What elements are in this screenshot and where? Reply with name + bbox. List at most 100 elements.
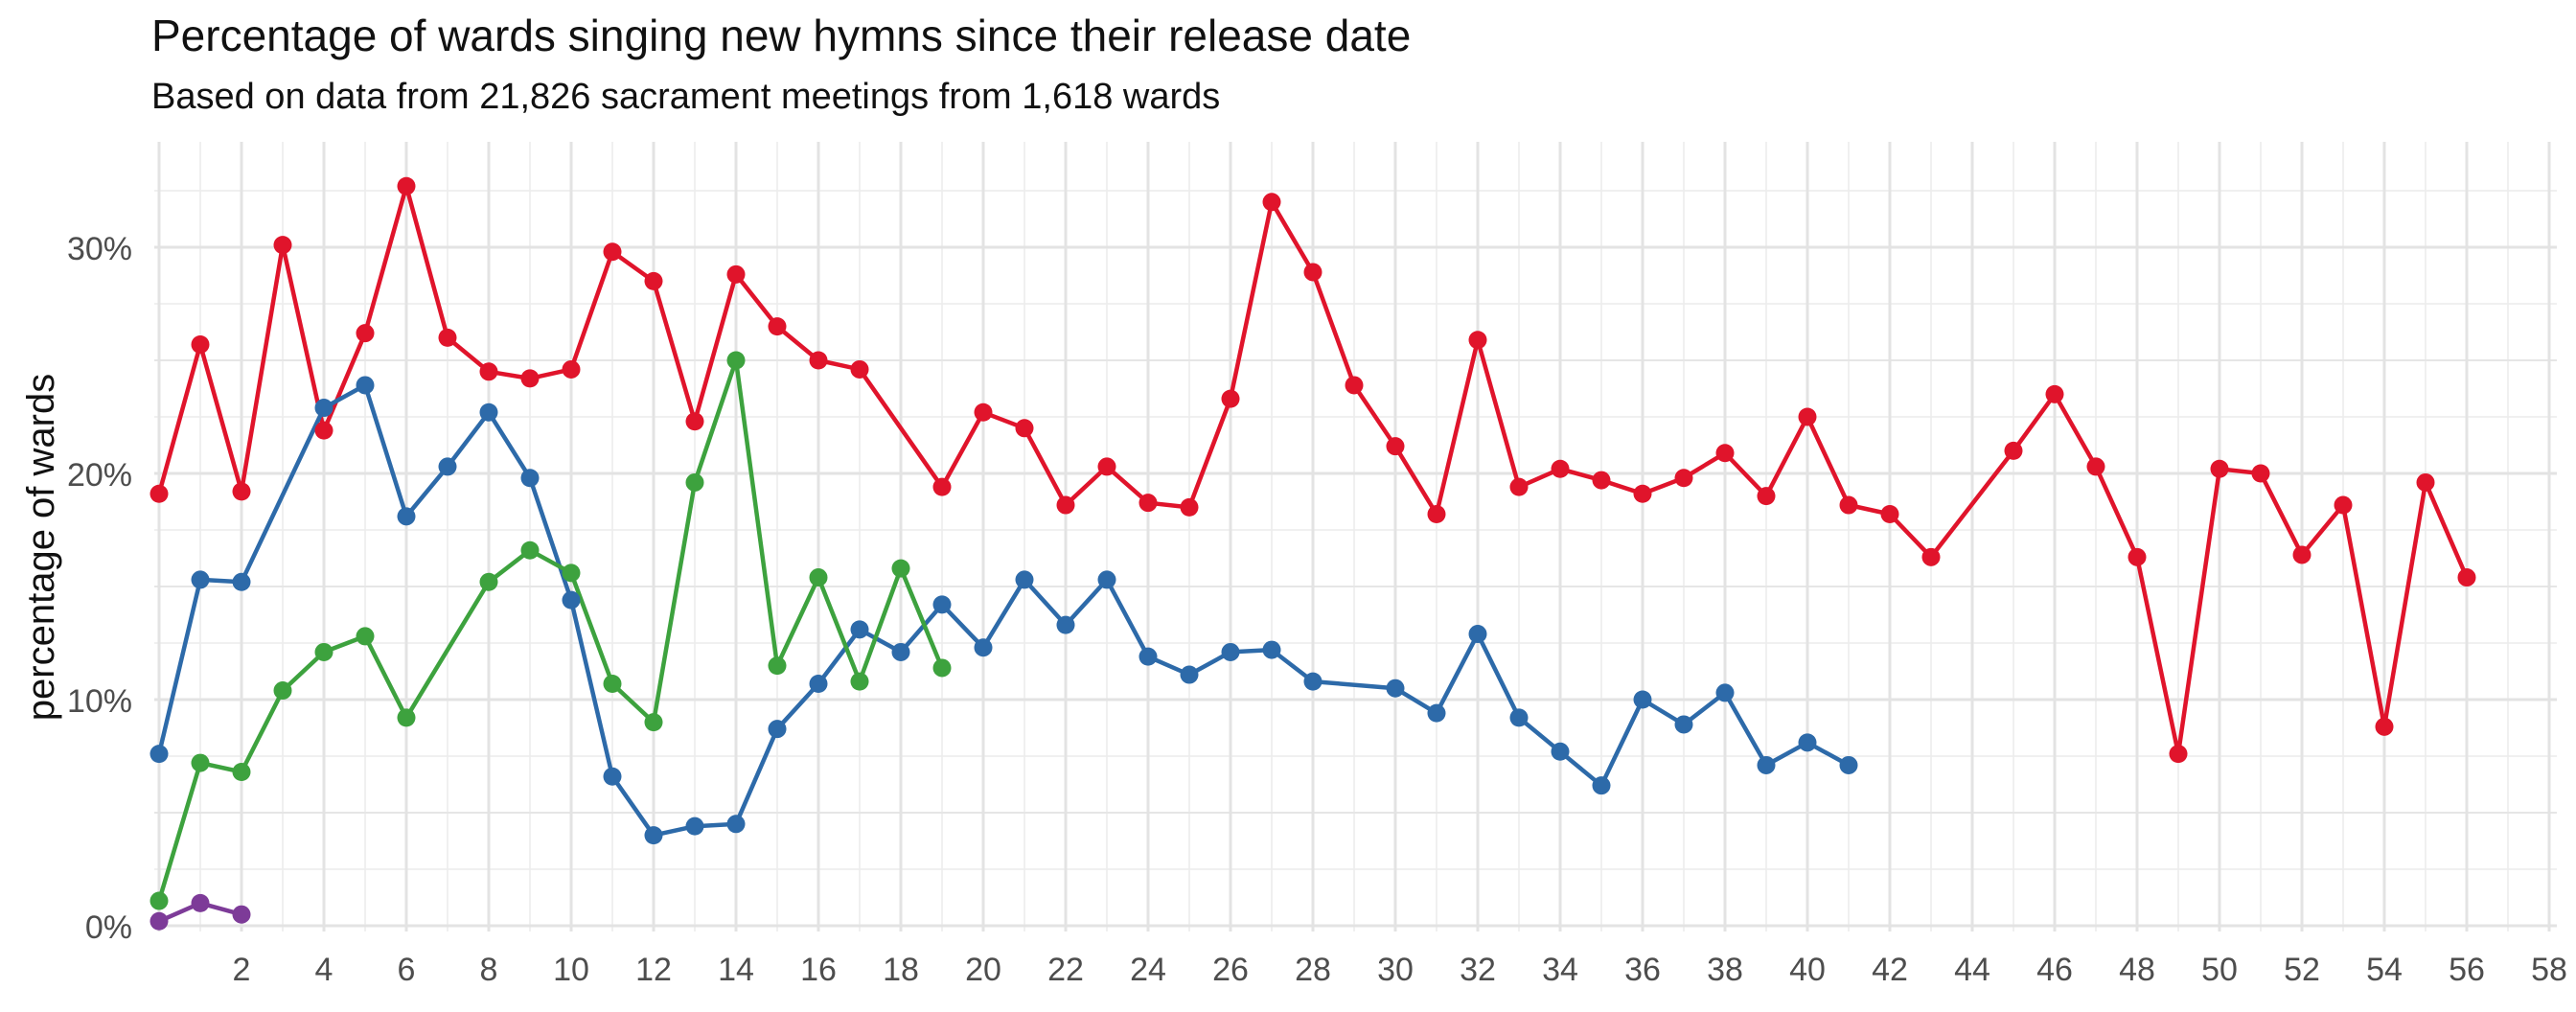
x-tick-label: 56 <box>2449 952 2485 988</box>
data-point <box>479 362 498 381</box>
data-point <box>850 620 869 639</box>
y-tick-label: 20% <box>67 457 132 494</box>
data-point <box>768 656 787 676</box>
x-tick-label: 8 <box>480 952 498 988</box>
data-point <box>2210 459 2229 478</box>
data-point <box>314 642 334 661</box>
data-point <box>1056 615 1075 634</box>
data-point <box>2004 441 2023 460</box>
data-point <box>685 816 704 836</box>
x-tick-label: 18 <box>883 952 919 988</box>
data-point <box>1303 672 1322 691</box>
data-point <box>1757 487 1776 506</box>
data-point <box>809 351 828 370</box>
data-point <box>1262 193 1281 212</box>
data-point <box>1468 625 1487 644</box>
data-point <box>2375 717 2394 736</box>
data-point <box>603 242 622 262</box>
series-points <box>150 176 2476 931</box>
x-tick-label: 52 <box>2284 952 2320 988</box>
x-tick-label: 14 <box>718 952 754 988</box>
data-point <box>1138 647 1158 666</box>
data-point <box>314 421 334 440</box>
data-point <box>850 359 869 379</box>
x-tick-label: 28 <box>1295 952 1331 988</box>
data-point <box>891 559 910 578</box>
data-point <box>191 893 210 912</box>
data-point <box>644 826 663 845</box>
data-point <box>232 763 251 782</box>
x-tick-label: 32 <box>1460 952 1496 988</box>
data-point <box>1551 742 1570 761</box>
data-point <box>520 469 540 488</box>
x-tick-label: 16 <box>800 952 837 988</box>
data-point <box>562 590 581 610</box>
y-tick-label: 10% <box>67 683 132 720</box>
data-point <box>1715 683 1735 702</box>
x-tick-label: 36 <box>1624 952 1661 988</box>
x-tick-label: 6 <box>398 952 416 988</box>
data-point <box>1798 733 1817 752</box>
data-point <box>1509 477 1529 496</box>
data-point <box>932 658 952 678</box>
data-point <box>520 540 540 560</box>
data-point <box>1715 444 1735 463</box>
y-tick-label: 0% <box>85 909 132 946</box>
data-point <box>150 911 169 931</box>
data-point <box>1551 459 1570 478</box>
x-tick-label: 46 <box>2036 952 2073 988</box>
data-point <box>1015 419 1034 438</box>
data-point <box>1345 376 1364 395</box>
data-point <box>603 767 622 786</box>
data-point <box>520 369 540 388</box>
data-point <box>1633 690 1652 709</box>
data-point <box>356 627 375 646</box>
data-point <box>685 472 704 492</box>
y-axis-label: percentage of wards <box>20 374 62 721</box>
data-point <box>768 317 787 336</box>
minor-gridlines <box>154 142 2557 932</box>
x-tick-label: 42 <box>1872 952 1908 988</box>
data-point <box>397 507 416 526</box>
x-tick-label: 54 <box>2366 952 2403 988</box>
data-point <box>974 402 993 422</box>
data-point <box>2086 457 2105 476</box>
data-point <box>974 638 993 657</box>
data-point <box>1303 263 1322 282</box>
x-tick-label: 34 <box>1542 952 1578 988</box>
x-tick-label: 48 <box>2119 952 2155 988</box>
data-point <box>1097 570 1116 589</box>
series-line-2 <box>156 382 1852 838</box>
x-tick-label: 50 <box>2201 952 2238 988</box>
data-point <box>726 264 746 284</box>
data-point <box>726 351 746 370</box>
data-point <box>191 753 210 772</box>
data-point <box>768 720 787 739</box>
data-point <box>191 570 210 589</box>
data-point <box>726 815 746 834</box>
x-tick-label: 30 <box>1377 952 1414 988</box>
chart-title: Percentage of wards singing new hymns si… <box>151 11 1412 60</box>
data-point <box>1138 494 1158 513</box>
data-point <box>397 176 416 196</box>
data-point <box>2128 547 2147 566</box>
data-point <box>1674 469 1693 488</box>
data-point <box>438 328 457 347</box>
data-point <box>150 484 169 503</box>
data-point <box>1386 437 1405 456</box>
x-tick-label: 12 <box>635 952 672 988</box>
data-point <box>1180 497 1199 517</box>
data-point <box>1921 547 1941 566</box>
y-tick-label: 30% <box>67 231 132 267</box>
data-point <box>891 642 910 661</box>
x-tick-label: 22 <box>1047 952 1084 988</box>
data-point <box>1097 457 1116 476</box>
data-point <box>314 399 334 418</box>
data-point <box>1056 495 1075 515</box>
data-point <box>150 745 169 764</box>
x-tick-label: 26 <box>1212 952 1249 988</box>
series-line-3 <box>156 357 945 904</box>
data-point <box>644 713 663 732</box>
x-tick-label: 10 <box>553 952 589 988</box>
